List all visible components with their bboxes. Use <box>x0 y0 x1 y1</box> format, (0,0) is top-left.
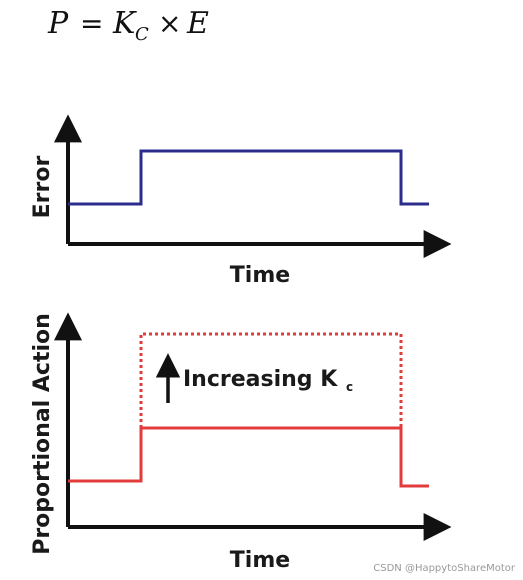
error-step-line <box>68 149 429 206</box>
action-high-gain-dotted-line <box>139 332 403 428</box>
watermark: CSDN @HappytoShareMotor <box>373 563 515 574</box>
formula: P = K C × E <box>47 6 209 45</box>
proportional-action-plot: Increasing K c Proportional Action Time <box>30 312 452 573</box>
formula-times: × <box>158 7 181 40</box>
action-x-label: Time <box>230 548 290 573</box>
error-plot: Error Time <box>30 114 452 288</box>
increasing-gain-label: Increasing K <box>183 367 338 392</box>
formula-equals: = <box>80 7 103 40</box>
formula-rhs: E <box>186 6 209 41</box>
action-y-label: Proportional Action <box>30 313 55 555</box>
action-step-line <box>68 426 429 488</box>
increasing-gain-subscript: c <box>346 380 353 394</box>
formula-lhs: P <box>47 6 69 41</box>
error-y-label: Error <box>30 156 55 219</box>
formula-k-subscript: C <box>135 24 149 45</box>
error-x-label: Time <box>230 263 290 288</box>
formula-k: K <box>112 6 137 41</box>
